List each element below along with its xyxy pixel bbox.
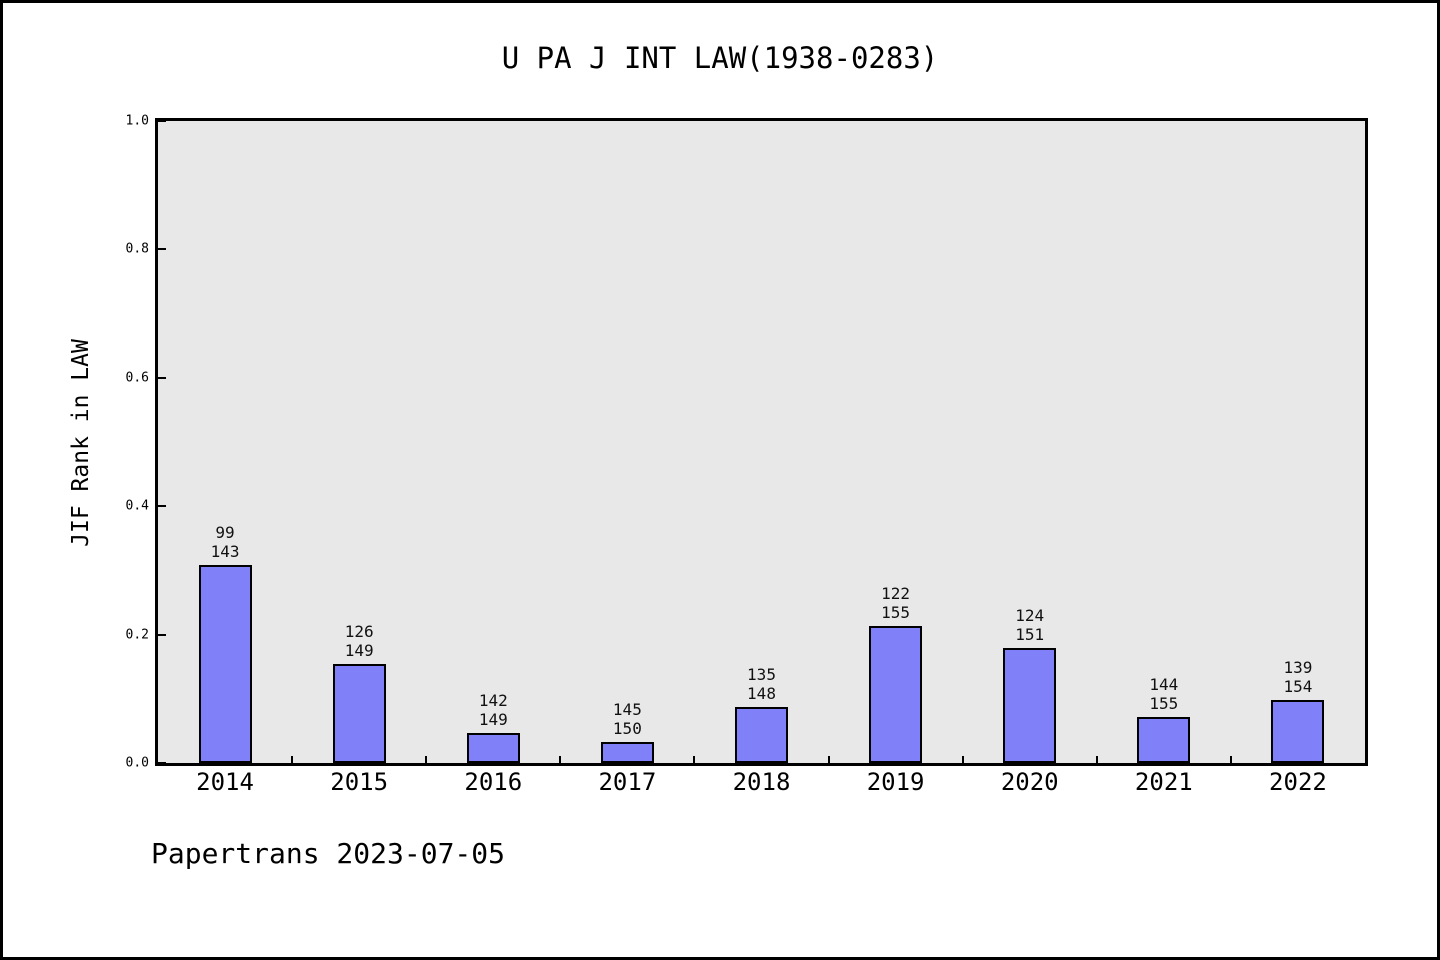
bar-value-label: 126 149	[345, 622, 374, 660]
bar-rank-value: 139	[1283, 658, 1313, 677]
bar-total-value: 149	[478, 710, 508, 729]
bar-total-value: 155	[1149, 694, 1179, 713]
bar	[466, 733, 520, 763]
x-tick-label: 2015	[330, 768, 389, 796]
bar-total-value: 150	[612, 719, 642, 738]
y-tick-label: 0.6	[125, 370, 149, 386]
bar	[869, 626, 923, 763]
x-tick-label: 2019	[866, 768, 925, 796]
y-tick-label: 0.4	[125, 498, 149, 514]
bar-rank-value: 145	[612, 700, 642, 719]
bar	[1137, 717, 1191, 763]
chart-title: U PA J INT LAW(1938-0283)	[501, 41, 939, 75]
x-tick-label: 2018	[732, 768, 791, 796]
footer-note: Papertrans 2023-07-05	[151, 837, 506, 870]
x-tick-label: 2022	[1269, 768, 1327, 796]
x-minor-tick	[425, 756, 428, 763]
x-minor-tick	[693, 756, 696, 763]
bar-rank-value: 126	[344, 622, 374, 641]
bar-value-label: 139 154	[1283, 658, 1312, 696]
bar	[1271, 700, 1325, 763]
bar-rank-value: 144	[1149, 675, 1179, 694]
bar	[198, 565, 252, 763]
x-minor-tick	[291, 756, 294, 763]
bar-value-label: 122 155	[881, 584, 910, 622]
bar-rank-value: 142	[478, 691, 508, 710]
x-tick-label: 2017	[598, 768, 657, 796]
bar-total-value: 143	[210, 542, 240, 561]
y-tick	[158, 120, 166, 122]
bar-rank-value: 122	[881, 584, 911, 603]
bar	[332, 664, 386, 763]
bar-total-value: 154	[1283, 677, 1313, 696]
bar-rank-value: 135	[747, 665, 776, 684]
x-minor-tick	[559, 756, 562, 763]
y-tick-label: 0.8	[125, 241, 149, 257]
bar-value-label: 145 150	[613, 700, 642, 738]
y-tick	[158, 505, 166, 508]
bar	[1003, 648, 1057, 763]
y-tick	[158, 376, 166, 379]
y-axis-label: JIF Rank in LAW	[68, 339, 94, 547]
bar-value-label: 99 143	[211, 523, 240, 561]
bar-rank-value: 124	[1015, 606, 1045, 625]
bar	[600, 742, 654, 763]
x-tick-label: 2021	[1134, 768, 1193, 796]
bar-total-value: 151	[1015, 625, 1045, 644]
y-tick	[158, 762, 166, 764]
y-tick-label: 0.0	[125, 755, 149, 771]
bar-value-label: 142 149	[479, 691, 508, 729]
plot-area: 0.0 0.2 0.4 0.6 0.8 1.0 99 143 2014 126 149 2015 142…	[126, 114, 1368, 794]
bar-value-label: 135 148	[747, 665, 776, 703]
bar-value-label: 124 151	[1015, 606, 1044, 644]
x-tick-label: 2014	[196, 768, 254, 796]
x-minor-tick	[961, 756, 964, 763]
y-tick-label: 0.2	[125, 627, 149, 643]
bar-total-value: 155	[881, 603, 911, 622]
x-tick-label: 2020	[1000, 768, 1059, 796]
y-tick	[158, 633, 166, 636]
bar-rank-value: 99	[215, 523, 235, 542]
x-minor-tick	[1095, 756, 1098, 763]
bar	[735, 707, 788, 763]
bar-total-value: 149	[344, 641, 374, 660]
x-minor-tick	[827, 756, 830, 763]
x-tick-label: 2016	[464, 768, 523, 796]
y-tick	[158, 248, 166, 251]
bar-total-value: 148	[747, 684, 776, 703]
x-minor-tick	[1229, 756, 1232, 763]
y-tick-label: 1.0	[125, 113, 149, 129]
bar-value-label: 144 155	[1149, 675, 1178, 713]
